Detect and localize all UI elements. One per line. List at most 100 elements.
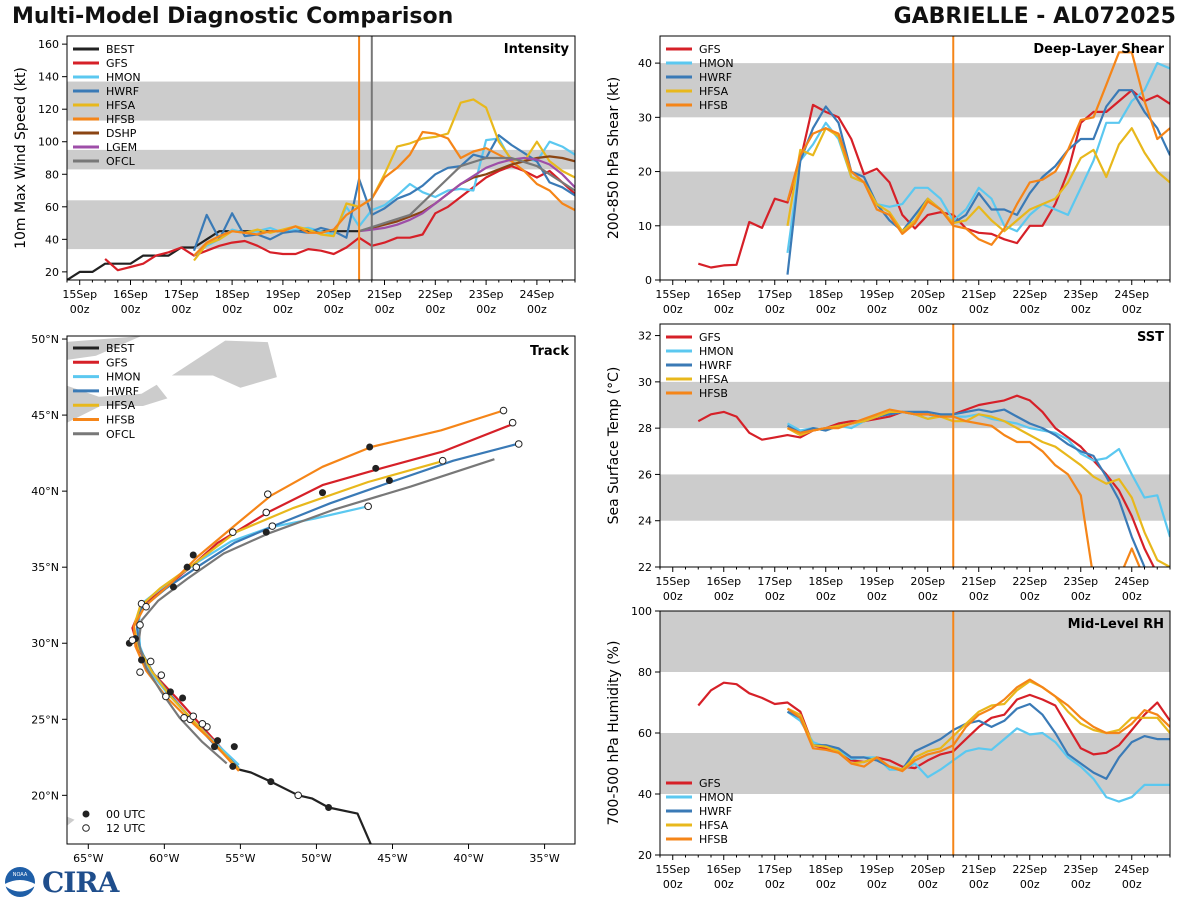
y-tick-label: 35°N: [31, 561, 59, 574]
y-tick-label: 120: [38, 103, 59, 116]
y-tick-label: 60: [45, 201, 59, 214]
marker-12utc: [136, 621, 144, 629]
panel-title: Deep-Layer Shear: [1033, 42, 1164, 57]
x-tick-label: 00z: [1020, 878, 1040, 891]
legend-label: HFSB: [699, 833, 728, 846]
marker-00utc: [230, 743, 238, 751]
map-group: [67, 336, 523, 844]
y-tick-label: 10: [638, 220, 652, 233]
plot-frame: [66, 335, 576, 845]
marker-00utc: [262, 528, 270, 536]
x-tick-label: 00z: [714, 878, 734, 891]
marker-00utc: [166, 688, 174, 696]
x-tick-label: 23Sep: [1063, 575, 1098, 588]
x-tick-label: 00z: [476, 303, 496, 316]
x-tick-label: 15Sep: [655, 288, 690, 301]
track-line-hfsb: [132, 409, 504, 772]
track-line-best: [238, 768, 372, 844]
x-tick-label: 19Sep: [859, 863, 894, 876]
x-tick-label: 00z: [663, 303, 683, 316]
x-tick-label: 18Sep: [215, 288, 250, 301]
marker-12utc: [514, 440, 523, 448]
x-tick-label: 00z: [816, 878, 836, 891]
shaded-band: [660, 474, 1170, 521]
x-tick-label: 00z: [714, 303, 734, 316]
marker-12utc: [228, 528, 237, 537]
legend-label: HFSA: [106, 399, 136, 412]
x-tick-label: 17Sep: [164, 288, 199, 301]
legend-label: HMON: [699, 57, 734, 70]
legend-label: HWRF: [106, 385, 139, 398]
x-tick-label: 00z: [222, 303, 242, 316]
landmass: [171, 340, 277, 388]
marker-12utc: [136, 668, 144, 676]
marker-00utc: [267, 778, 275, 786]
x-tick-label: 16Sep: [706, 575, 741, 588]
y-tick-label: 40°N: [31, 485, 59, 498]
legend-label: HFSB: [699, 99, 728, 112]
series-line-hfsa: [786, 127, 1170, 233]
x-tick-label: 16Sep: [706, 288, 741, 301]
landmass: [67, 384, 168, 423]
y-tick-label: 60: [638, 727, 652, 740]
x-tick-label: 17Sep: [757, 863, 792, 876]
marker-12utc: [142, 602, 150, 611]
x-tick-label: 00z: [867, 590, 887, 603]
x-tick-label: 24Sep: [1114, 575, 1149, 588]
legend-label: GFS: [699, 777, 721, 790]
cira-logo-text: CIRA: [42, 865, 119, 899]
series-line-lgem: [358, 156, 575, 233]
rh-chart: 15Sep 00z 16Sep 00z 17Sep 00z 18Sep 00z 19Sep 00z…: [606, 605, 1171, 891]
legend-label: GFS: [699, 43, 721, 56]
x-tick-label: 50°W: [301, 852, 331, 865]
x-tick-label: 20Sep: [910, 863, 945, 876]
x-tick-label: 00z: [425, 303, 445, 316]
marker-12utc: [198, 720, 207, 728]
x-tick-label: 00z: [918, 878, 938, 891]
marker-00utc: [183, 563, 191, 571]
marker-12utc: [438, 456, 447, 465]
marker-12utc: [146, 657, 155, 666]
x-tick-label: 18Sep: [808, 863, 843, 876]
series-line-ofcl: [358, 156, 575, 233]
x-tick-label: 00z: [273, 303, 293, 316]
shaded-band: [67, 149, 575, 170]
legend-label: BEST: [106, 342, 134, 355]
x-tick-label: 22Sep: [1012, 575, 1047, 588]
legend-label: DSHP: [106, 127, 137, 140]
legend-label: HMON: [699, 791, 734, 804]
x-tick-label: 21Sep: [961, 288, 996, 301]
track-line-ofcl: [137, 458, 495, 765]
x-tick-label: 15Sep: [655, 863, 690, 876]
x-tick-label: 19Sep: [859, 575, 894, 588]
track-line-hfsa: [132, 459, 445, 771]
y-tick-label: 50°N: [31, 333, 59, 346]
legend-label: HFSA: [699, 373, 729, 386]
x-tick-label: 16Sep: [113, 288, 148, 301]
y-axis-label: 10m Max Wind Speed (kt): [13, 67, 29, 249]
x-tick-label: 00z: [969, 303, 989, 316]
x-tick-label: 18Sep: [808, 575, 843, 588]
series-group: [697, 678, 1170, 803]
x-tick-label: 00z: [1071, 303, 1091, 316]
marker-00utc: [319, 489, 327, 497]
shaded-band: [67, 81, 575, 121]
panel-title: Intensity: [504, 42, 570, 57]
y-tick-label: 22: [638, 561, 652, 574]
y-tick-label: 28: [638, 422, 652, 435]
x-tick-label: 00z: [867, 303, 887, 316]
legend-label: HFSA: [699, 85, 729, 98]
series-line-hmon: [786, 710, 1170, 803]
x-tick-label: 24Sep: [1114, 288, 1149, 301]
y-tick-label: 80: [638, 666, 652, 679]
x-tick-label: 15Sep: [655, 575, 690, 588]
marker-00utc: [138, 656, 146, 664]
y-tick-label: 40: [638, 788, 652, 801]
x-tick-label: 40°W: [453, 852, 483, 865]
x-tick-label: 23Sep: [1063, 863, 1098, 876]
storm-id-title: GABRIELLE - AL072025: [893, 4, 1176, 29]
shaded-band: [660, 611, 1170, 672]
marker-12utc: [294, 791, 302, 800]
x-tick-label: 22Sep: [1012, 288, 1047, 301]
panel-title: SST: [1137, 330, 1164, 345]
